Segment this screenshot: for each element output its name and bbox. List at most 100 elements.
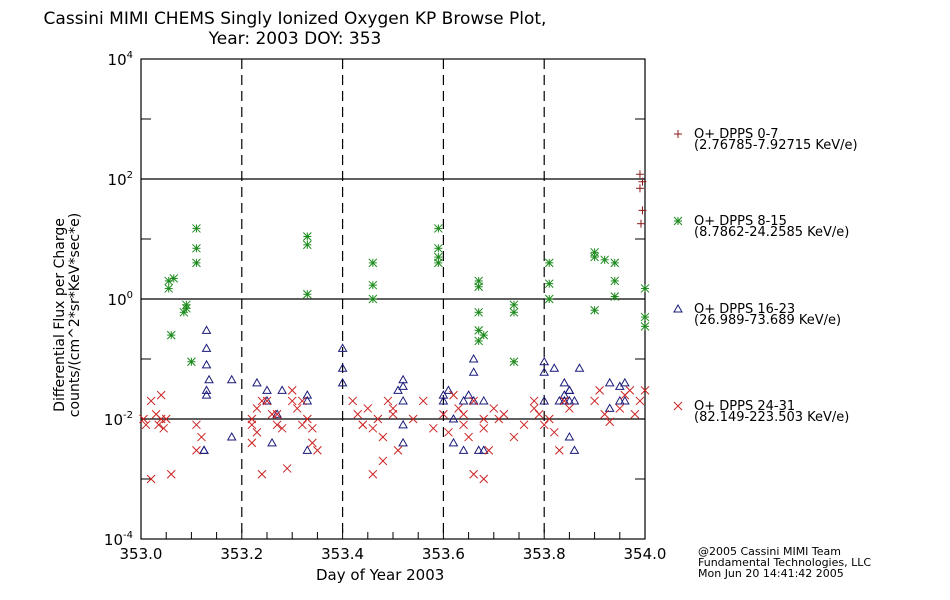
data-point-triangle	[337, 343, 348, 352]
data-point-triangle	[201, 359, 212, 369]
data-point-triangle	[272, 409, 282, 418]
data-point-x	[363, 404, 373, 413]
data-point-triangle	[463, 390, 474, 399]
data-point-asterisk	[368, 294, 378, 304]
data-point-triangle	[549, 363, 560, 372]
data-point-triangle	[478, 395, 489, 405]
data-point-triangle	[559, 390, 570, 399]
data-point-x	[560, 396, 569, 406]
data-point-triangle	[337, 363, 348, 372]
data-point-asterisk	[640, 312, 650, 322]
data-point-x	[509, 432, 519, 442]
data-point-asterisk	[302, 232, 312, 241]
legend-entry-name: O+ DPPS 24-31	[694, 399, 796, 414]
legend-marker-plus	[674, 130, 682, 138]
data-point-triangle	[569, 445, 580, 454]
data-point-triangle	[559, 377, 570, 387]
data-point-x	[464, 432, 473, 442]
data-point-asterisk	[479, 330, 489, 340]
data-point-triangle	[468, 395, 479, 405]
data-point-x	[529, 396, 539, 406]
data-point-x	[529, 404, 539, 413]
data-point-x	[166, 469, 176, 479]
data-point-asterisk	[590, 252, 599, 262]
data-point-x	[459, 409, 468, 419]
data-point-asterisk	[474, 336, 484, 346]
data-point-triangle	[569, 395, 580, 405]
data-point-x	[197, 432, 206, 442]
data-point-x	[252, 427, 262, 437]
data-point-plus	[638, 206, 647, 215]
data-point-triangle	[448, 413, 459, 423]
data-point-x	[479, 414, 489, 424]
data-point-x	[640, 386, 650, 395]
legend-marker-asterisk	[673, 216, 683, 226]
data-point-x	[267, 409, 277, 419]
y-tick-label: 102	[108, 170, 133, 189]
data-point-x	[469, 469, 478, 479]
data-point-asterisk	[164, 284, 174, 293]
data-point-asterisk	[509, 300, 519, 310]
legend-entry-range: (8.7862-24.2585 KeV/e)	[694, 225, 850, 240]
data-point-x	[605, 417, 615, 427]
data-point-x	[625, 386, 635, 395]
data-point-x	[534, 409, 544, 419]
data-point-triangle	[564, 385, 575, 394]
legend-marker-x	[673, 401, 683, 411]
data-point-asterisk	[192, 258, 201, 268]
data-point-triangle	[199, 445, 209, 454]
data-point-triangle	[554, 395, 565, 405]
data-point-x	[159, 423, 169, 433]
data-point-triangle	[438, 395, 449, 405]
x-axis-label: Day of Year 2003	[316, 566, 445, 584]
data-point-triangle	[201, 343, 212, 352]
data-point-x	[297, 396, 307, 406]
x-tick-label: 353.0	[120, 545, 163, 563]
data-point-triangle	[478, 445, 489, 454]
data-point-asterisk	[434, 252, 443, 262]
x-tick-label: 353.4	[321, 545, 364, 563]
data-point-x	[630, 409, 640, 419]
data-point-x	[353, 409, 363, 419]
data-point-triangle	[564, 432, 575, 441]
data-point-triangle	[539, 395, 550, 405]
data-point-x	[499, 409, 509, 419]
data-point-asterisk	[590, 305, 599, 315]
y-tick-label: 10-4	[104, 530, 133, 549]
data-point-triangle	[398, 381, 408, 390]
data-point-x	[388, 404, 398, 413]
data-point-asterisk	[434, 243, 443, 253]
data-point-triangle	[262, 385, 272, 394]
data-point-asterisk	[640, 322, 650, 331]
data-point-triangle	[302, 445, 313, 454]
data-point-x	[539, 420, 549, 430]
data-point-asterisk	[434, 224, 443, 233]
data-point-triangle	[252, 377, 262, 387]
data-point-x	[590, 396, 599, 406]
data-point-triangle	[393, 385, 403, 394]
data-point-asterisk	[509, 357, 519, 367]
data-point-asterisk	[187, 357, 196, 367]
data-point-x	[595, 386, 604, 395]
data-point-x	[308, 438, 317, 448]
data-point-x	[393, 446, 403, 455]
data-point-x	[479, 474, 489, 484]
footer-timestamp: Mon Jun 20 14:41:42 2005	[698, 567, 844, 580]
data-point-asterisk	[610, 276, 620, 286]
data-point-x	[368, 469, 378, 479]
data-point-x	[161, 414, 171, 424]
data-point-x	[156, 390, 166, 400]
data-point-x	[383, 396, 393, 406]
data-point-x	[378, 456, 388, 466]
data-point-x	[257, 396, 267, 406]
data-point-triangle	[559, 395, 570, 405]
footer-copyright: @2005 Cassini MIMI Team	[698, 545, 841, 558]
data-point-x	[444, 427, 453, 437]
data-point-triangle	[277, 385, 287, 394]
data-point-triangle	[539, 367, 550, 376]
data-point-x	[297, 420, 307, 430]
data-point-x	[192, 446, 201, 455]
data-point-x	[428, 423, 438, 433]
data-point-x	[282, 464, 292, 473]
